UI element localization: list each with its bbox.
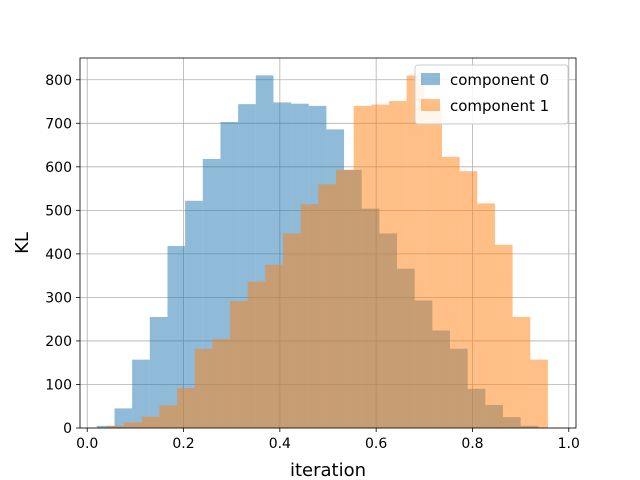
histogram-bar xyxy=(212,339,231,428)
histogram-bar xyxy=(283,233,301,428)
histogram-bar xyxy=(406,75,425,428)
histogram-bar xyxy=(265,264,284,428)
x-tick-label: 0.0 xyxy=(76,436,98,452)
y-tick-label: 800 xyxy=(45,73,72,89)
y-tick-label: 600 xyxy=(45,160,72,176)
histogram-bar xyxy=(353,105,372,428)
series-component-1 xyxy=(106,75,548,429)
legend-box xyxy=(414,64,569,125)
histogram-bar xyxy=(318,184,337,428)
x-tick-label: 0.4 xyxy=(269,436,291,452)
histogram-bar xyxy=(424,107,442,428)
y-tick-label: 700 xyxy=(45,116,72,132)
y-tick-label: 500 xyxy=(45,203,72,219)
x-axis-label: iteration xyxy=(290,460,366,480)
y-tick-label: 200 xyxy=(45,334,72,350)
x-tick-label: 0.6 xyxy=(365,436,387,452)
x-tick-label: 0.2 xyxy=(172,436,194,452)
histogram-bar xyxy=(167,246,186,428)
plot-frame xyxy=(79,57,577,429)
histogram-bar xyxy=(512,317,531,428)
histogram-bar xyxy=(477,203,495,428)
histogram-bar xyxy=(441,156,460,428)
histogram-bar xyxy=(132,359,150,428)
axis-ticks: 0.0 0.2 0.4 0.6 0.8 1.0 0 100 200 300 400 500 600 700… xyxy=(45,73,580,452)
legend: component 0 component 1 xyxy=(414,64,569,125)
histogram-bar xyxy=(336,169,354,428)
histogram-bar xyxy=(300,204,319,428)
histogram-bar xyxy=(459,171,478,429)
histogram-bar xyxy=(149,317,168,428)
histogram-bar xyxy=(106,425,125,428)
y-tick-label: 100 xyxy=(45,377,72,393)
histogram-bar xyxy=(177,387,195,428)
histogram-bar xyxy=(124,422,142,428)
histogram-bar xyxy=(159,405,178,428)
y-tick-label: 400 xyxy=(45,247,72,263)
histogram-bar xyxy=(494,244,513,428)
histogram-bars xyxy=(96,75,548,429)
y-axis-label: KL xyxy=(12,232,33,254)
legend-swatch-component-0 xyxy=(421,73,440,85)
histogram-bar xyxy=(141,416,160,428)
x-tick-label: 1.0 xyxy=(558,436,580,452)
x-tick-label: 0.8 xyxy=(461,436,483,452)
legend-label-component-0: component 0 xyxy=(450,71,549,89)
y-tick-label: 0 xyxy=(63,421,72,437)
legend-label-component-1: component 1 xyxy=(450,97,549,115)
histogram-bar xyxy=(96,425,115,428)
histogram-bar xyxy=(194,348,213,428)
histogram-bar xyxy=(389,101,407,428)
y-tick-label: 300 xyxy=(45,290,72,306)
legend-swatch-component-1 xyxy=(421,99,440,111)
histogram-bar xyxy=(247,281,266,428)
histogram-bar xyxy=(230,300,248,428)
histogram-bar xyxy=(530,359,548,428)
histogram-bar xyxy=(371,104,390,428)
